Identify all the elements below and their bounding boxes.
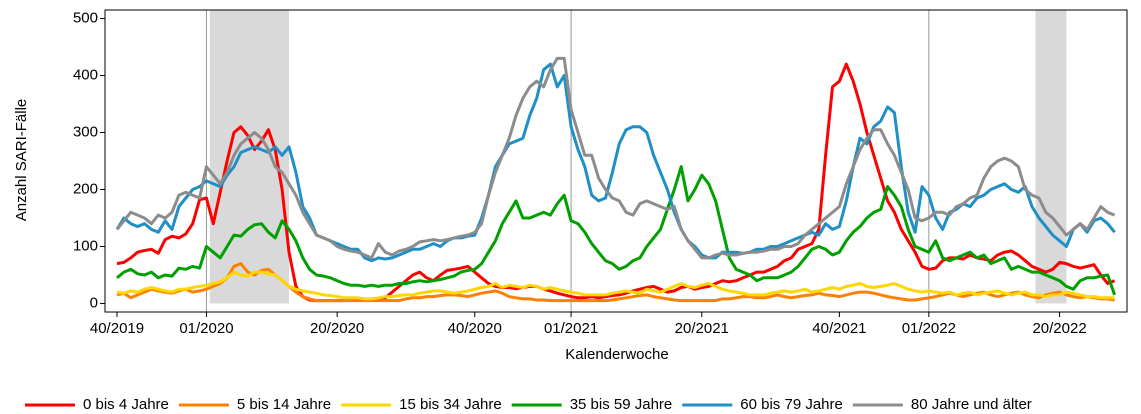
y-tick-label: 300 xyxy=(73,123,98,140)
legend-label: 15 bis 34 Jahre xyxy=(399,396,502,413)
series-line xyxy=(115,56,1116,260)
x-axis-title: Kalenderwoche xyxy=(565,346,668,363)
x-tick-label: 20/2020 xyxy=(310,320,364,337)
x-tick-label: 40/2021 xyxy=(812,320,866,337)
x-tick-label: 01/2020 xyxy=(179,320,233,337)
legend-label: 35 bis 59 Jahre xyxy=(570,396,673,413)
y-tick-label: 500 xyxy=(73,10,98,27)
series-line xyxy=(116,165,1117,296)
series-line xyxy=(116,270,1115,301)
x-tick-label: 01/2021 xyxy=(544,320,598,337)
legend-label: 5 bis 14 Jahre xyxy=(237,396,331,413)
y-tick-label: 100 xyxy=(73,237,98,254)
y-axis-title: Anzahl SARI-Fälle xyxy=(13,99,30,222)
shaded-period xyxy=(1035,10,1067,304)
legend-label: 80 Jahre und älter xyxy=(911,396,1032,413)
y-tick-label: 200 xyxy=(73,180,98,197)
x-tick-label: 20/2022 xyxy=(1032,320,1086,337)
series-line xyxy=(116,62,1116,303)
x-tick-label: 01/2022 xyxy=(902,320,956,337)
x-tick-label: 40/2020 xyxy=(448,320,502,337)
y-tick-label: 0 xyxy=(90,294,98,311)
legend-label: 0 bis 4 Jahre xyxy=(83,396,169,413)
x-tick-label: 20/2021 xyxy=(675,320,729,337)
plot-frame xyxy=(104,9,1128,313)
legend-label: 60 bis 79 Jahre xyxy=(740,396,843,413)
y-tick-label: 400 xyxy=(73,66,98,83)
x-tick-label: 40/2019 xyxy=(90,320,144,337)
